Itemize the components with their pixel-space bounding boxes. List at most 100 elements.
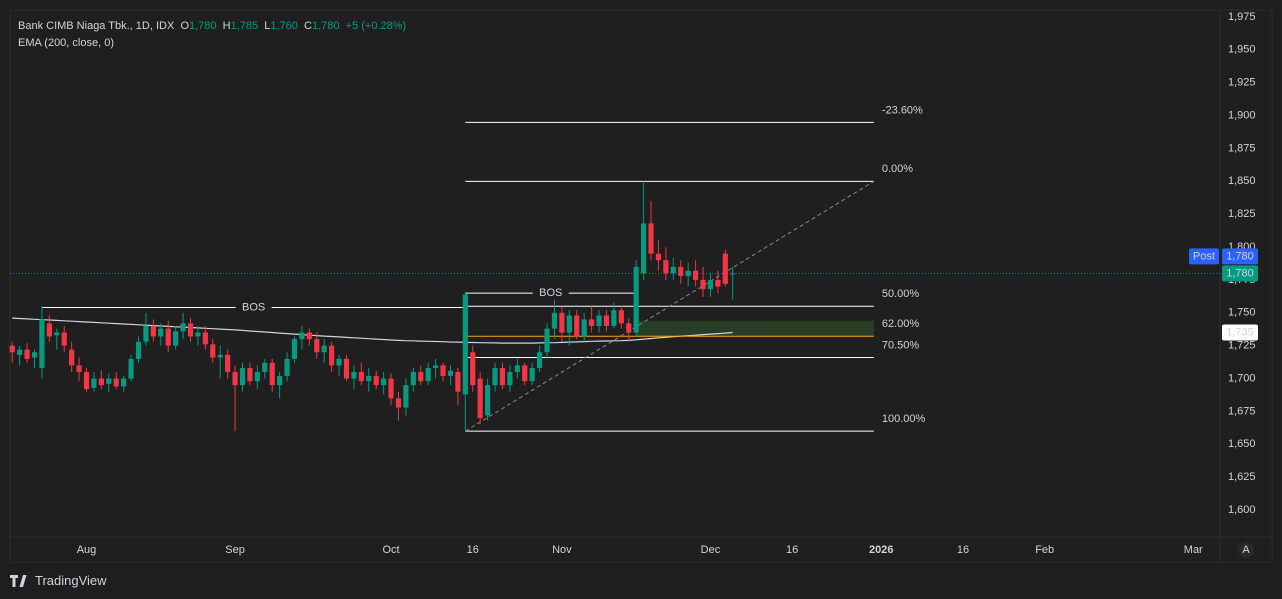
y-tick-label: 1,900 <box>1228 109 1256 121</box>
symbol-line: Bank CIMB Niaga Tbk., 1D, IDX O1,780 H1,… <box>18 18 406 35</box>
x-tick-label: Oct <box>382 544 399 556</box>
ohlc-key: C <box>304 20 312 32</box>
y-tick-label: 1,975 <box>1228 11 1256 23</box>
candle-body <box>366 375 372 382</box>
candle-body <box>291 339 298 359</box>
candle-body <box>31 352 38 358</box>
y-tick-label: 1,950 <box>1228 44 1256 56</box>
candle-body <box>715 279 721 287</box>
candle-body <box>395 398 402 408</box>
candle-body <box>113 378 119 387</box>
ohlc-value: 1,780 <box>189 20 217 32</box>
candle-body <box>121 378 127 387</box>
fib-label: 50.00% <box>882 288 920 300</box>
candle-body <box>54 332 60 336</box>
post-tag: Post <box>1193 250 1215 262</box>
y-tick-label: 1,625 <box>1228 471 1256 483</box>
change: +5 (+0.28%) <box>345 20 407 32</box>
candle-body <box>499 368 506 386</box>
y-tick-label: 1,750 <box>1228 307 1256 319</box>
post-tag-bg <box>1189 248 1219 265</box>
candle-body <box>254 371 260 382</box>
bos-label: BOS <box>242 301 265 313</box>
candle-body <box>210 344 216 358</box>
candle-body <box>700 279 706 290</box>
post-price-tag-bg <box>1222 248 1258 265</box>
candle-body <box>462 294 468 395</box>
candle-body <box>24 349 30 359</box>
candle-body <box>195 332 201 337</box>
candle-body <box>574 315 580 337</box>
fib-label: 62.00% <box>882 318 920 330</box>
candle-body <box>69 349 75 366</box>
candle-body <box>581 319 587 337</box>
candle-body <box>730 273 736 275</box>
ohlc-key: O <box>180 20 189 32</box>
candle-body <box>640 223 647 274</box>
candle-body <box>158 328 164 337</box>
x-tick-label: 2026 <box>869 544 893 556</box>
bos-label: BOS <box>539 287 562 299</box>
candle-body <box>589 319 595 326</box>
candle-body <box>269 362 275 386</box>
fib-label: 0.00% <box>882 163 913 175</box>
candle-body <box>514 365 520 372</box>
candle-body <box>106 378 112 384</box>
brand-name: TradingView <box>35 573 107 588</box>
bos-label-bg <box>235 299 272 316</box>
x-tick-label: Feb <box>1035 544 1054 556</box>
candle-body <box>529 368 535 382</box>
candle-body <box>336 358 342 366</box>
candle-body <box>98 378 104 386</box>
candle-body <box>76 365 82 372</box>
candle-body <box>611 310 617 326</box>
fib-zone <box>636 320 874 337</box>
y-tick-label: 1,875 <box>1228 142 1256 154</box>
legend: Bank CIMB Niaga Tbk., 1D, IDX O1,780 H1,… <box>18 18 406 52</box>
ema-line <box>12 317 733 344</box>
auto-scale-button[interactable] <box>1238 542 1254 558</box>
candle-body <box>670 266 676 274</box>
last-price-tag-bg <box>1222 265 1258 282</box>
x-tick-label: Nov <box>552 544 572 556</box>
candle-body <box>537 352 543 369</box>
candle-body <box>655 253 662 261</box>
candle-body <box>180 323 186 332</box>
brand[interactable]: TradingView <box>10 573 107 588</box>
candle-body <box>678 266 684 276</box>
candle-body <box>202 332 208 345</box>
x-tick-label: Aug <box>77 544 97 556</box>
candle-body <box>262 362 268 372</box>
candle-body <box>17 349 23 355</box>
candle-body <box>381 378 387 386</box>
y-tick-label: 1,650 <box>1228 438 1256 450</box>
candle-body <box>173 331 179 346</box>
candle-body <box>135 341 142 359</box>
ema-tag: 1,735 <box>1226 326 1254 338</box>
candle-body <box>225 354 231 372</box>
candle-body <box>633 266 639 333</box>
x-tick-label: Dec <box>701 544 721 556</box>
chart-frame <box>9 9 1273 563</box>
indicator-name[interactable]: EMA (200, close, 0) <box>18 37 114 49</box>
candle-body <box>559 312 565 333</box>
candle-body <box>150 325 156 337</box>
symbol: Bank CIMB Niaga Tbk., 1D, IDX <box>18 20 175 32</box>
candle-body <box>618 310 624 324</box>
candle-body <box>284 358 290 376</box>
candle-body <box>722 253 728 284</box>
y-tick-label: 1,700 <box>1228 372 1256 384</box>
plot: 1,6001,6251,6501,6751,7001,7251,7501,775… <box>9 11 1258 558</box>
ohlc-key: L <box>264 20 271 32</box>
candle-body <box>440 365 446 376</box>
candle-body <box>433 365 439 369</box>
y-tick-label: 1,675 <box>1228 405 1256 417</box>
brand-logo <box>10 574 27 587</box>
candle-body <box>566 315 572 333</box>
candle-body <box>358 371 364 382</box>
candle-body <box>418 371 424 382</box>
candle-body <box>522 365 528 382</box>
candle-body <box>485 385 491 416</box>
